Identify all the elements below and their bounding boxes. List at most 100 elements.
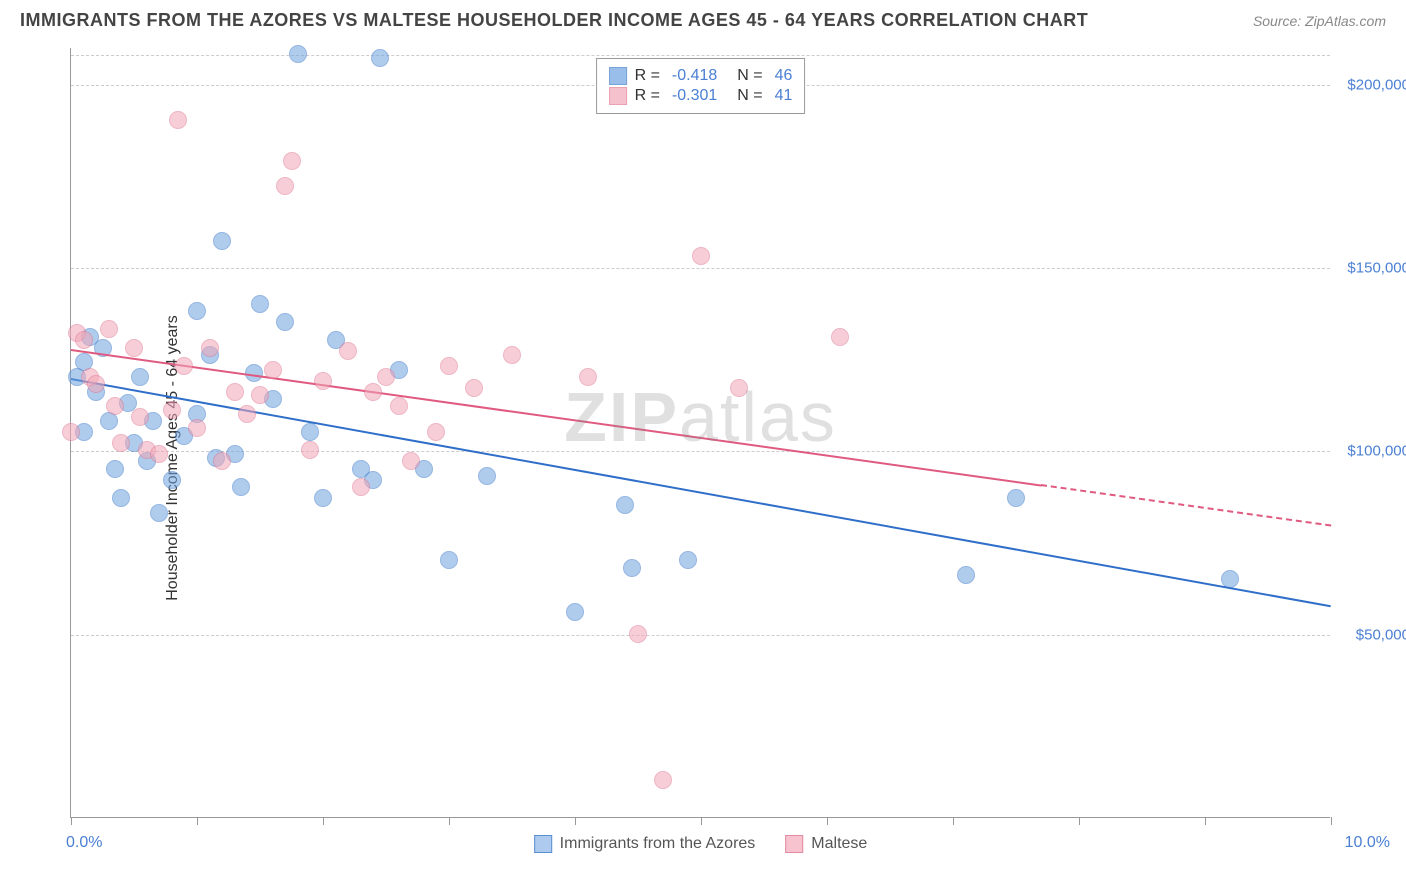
watermark-bold: ZIP <box>564 378 679 456</box>
data-point <box>62 423 80 441</box>
data-point <box>150 504 168 522</box>
regression-line <box>1041 484 1331 526</box>
data-point <box>692 247 710 265</box>
data-point <box>175 357 193 375</box>
correlation-legend: R =-0.418N =46R =-0.301N =41 <box>596 58 806 114</box>
data-point <box>87 375 105 393</box>
series-legend: Immigrants from the Azores Maltese <box>534 835 868 853</box>
data-point <box>440 551 458 569</box>
data-point <box>352 478 370 496</box>
x-axis-min-label: 0.0% <box>66 834 102 852</box>
x-tick <box>1205 817 1206 825</box>
data-point <box>831 328 849 346</box>
legend-row: R =-0.301N =41 <box>609 87 793 105</box>
regression-line <box>71 378 1331 607</box>
data-point <box>957 566 975 584</box>
x-tick <box>575 817 576 825</box>
y-tick-label: $150,000 <box>1340 260 1406 277</box>
data-point <box>1007 489 1025 507</box>
data-point <box>112 489 130 507</box>
legend-item: Immigrants from the Azores <box>534 835 756 853</box>
n-label: N = <box>737 87 762 105</box>
r-label: R = <box>635 67 660 85</box>
x-tick <box>827 817 828 825</box>
legend-label: Immigrants from the Azores <box>560 835 756 853</box>
data-point <box>440 357 458 375</box>
data-point <box>629 625 647 643</box>
data-point <box>276 313 294 331</box>
data-point <box>654 771 672 789</box>
x-tick <box>1331 817 1332 825</box>
n-value: 46 <box>775 67 793 85</box>
data-point <box>402 452 420 470</box>
x-tick <box>449 817 450 825</box>
grid-line <box>71 451 1330 452</box>
data-point <box>730 379 748 397</box>
legend-label: Maltese <box>811 835 867 853</box>
data-point <box>125 339 143 357</box>
data-point <box>371 49 389 67</box>
data-point <box>377 368 395 386</box>
data-point <box>112 434 130 452</box>
data-point <box>75 331 93 349</box>
data-point <box>427 423 445 441</box>
data-point <box>314 489 332 507</box>
data-point <box>301 423 319 441</box>
legend-swatch <box>785 835 803 853</box>
data-point <box>283 152 301 170</box>
data-point <box>264 361 282 379</box>
x-tick <box>1079 817 1080 825</box>
data-point <box>163 471 181 489</box>
data-point <box>390 397 408 415</box>
n-label: N = <box>737 67 762 85</box>
data-point <box>169 111 187 129</box>
legend-swatch <box>609 67 627 85</box>
grid-line <box>71 55 1330 56</box>
data-point <box>238 405 256 423</box>
x-axis-max-label: 10.0% <box>1345 834 1390 852</box>
legend-item: Maltese <box>785 835 867 853</box>
watermark: ZIPatlas <box>564 377 837 457</box>
data-point <box>131 368 149 386</box>
data-point <box>616 496 634 514</box>
data-point <box>1221 570 1239 588</box>
x-tick <box>701 817 702 825</box>
data-point <box>131 408 149 426</box>
chart-container: Householder Income Ages 45 - 64 years ZI… <box>60 48 1390 868</box>
x-tick <box>197 817 198 825</box>
data-point <box>364 383 382 401</box>
data-point <box>188 419 206 437</box>
data-point <box>188 302 206 320</box>
data-point <box>503 346 521 364</box>
data-point <box>276 177 294 195</box>
legend-swatch <box>609 87 627 105</box>
data-point <box>339 342 357 360</box>
grid-line <box>71 635 1330 636</box>
data-point <box>251 295 269 313</box>
data-point <box>289 45 307 63</box>
x-tick <box>71 817 72 825</box>
chart-title: IMMIGRANTS FROM THE AZORES VS MALTESE HO… <box>20 10 1088 31</box>
source-label: Source: ZipAtlas.com <box>1253 13 1386 29</box>
header: IMMIGRANTS FROM THE AZORES VS MALTESE HO… <box>0 0 1406 36</box>
data-point <box>106 460 124 478</box>
data-point <box>213 452 231 470</box>
plot-area: ZIPatlas R =-0.418N =46R =-0.301N =41 0.… <box>70 48 1330 818</box>
y-tick-label: $100,000 <box>1340 443 1406 460</box>
r-label: R = <box>635 87 660 105</box>
y-tick-label: $50,000 <box>1340 626 1406 643</box>
r-value: -0.301 <box>672 87 717 105</box>
data-point <box>232 478 250 496</box>
data-point <box>226 383 244 401</box>
data-point <box>213 232 231 250</box>
data-point <box>314 372 332 390</box>
data-point <box>106 397 124 415</box>
data-point <box>566 603 584 621</box>
legend-swatch <box>534 835 552 853</box>
data-point <box>679 551 697 569</box>
data-point <box>251 386 269 404</box>
data-point <box>301 441 319 459</box>
x-tick <box>323 817 324 825</box>
data-point <box>150 445 168 463</box>
data-point <box>465 379 483 397</box>
